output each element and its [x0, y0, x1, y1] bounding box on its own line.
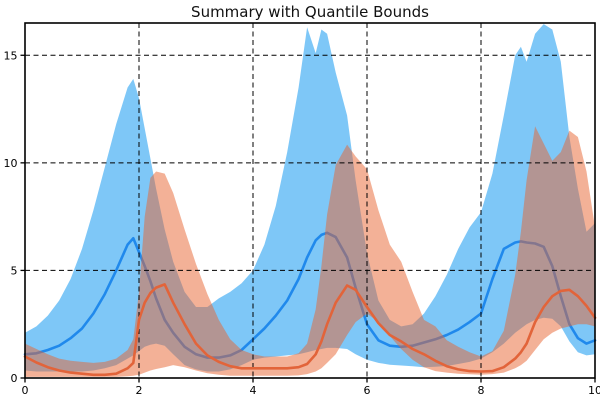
y-tick-label: 10: [4, 157, 18, 170]
orange-quantile-band-layer: [25, 126, 595, 377]
orange-median-line-layer: [23, 283, 597, 377]
tick-label-layer: 0 2 4 6 8 10 0 5 10 15: [4, 49, 600, 397]
x-tick-label: 6: [364, 384, 371, 397]
y-tick-label: 5: [11, 264, 18, 277]
x-tick-label: 0: [22, 384, 29, 397]
y-tick-label: 0: [11, 372, 18, 385]
plot-frame: [24, 22, 596, 379]
y-tick-label: 15: [4, 49, 18, 62]
x-tick-label: 4: [250, 384, 257, 397]
axes-layer: [20, 22, 596, 383]
blue-median-line: [23, 231, 597, 359]
x-tick-label: 10: [588, 384, 600, 397]
blue-median-line-layer: [23, 231, 597, 359]
orange-quantile-band: [25, 126, 595, 377]
orange-median-line: [23, 283, 597, 377]
chart-title: Summary with Quantile Bounds: [191, 3, 429, 21]
x-tick-label: 8: [478, 384, 485, 397]
gridline-layer: [25, 23, 595, 378]
x-tick-label: 2: [136, 384, 143, 397]
